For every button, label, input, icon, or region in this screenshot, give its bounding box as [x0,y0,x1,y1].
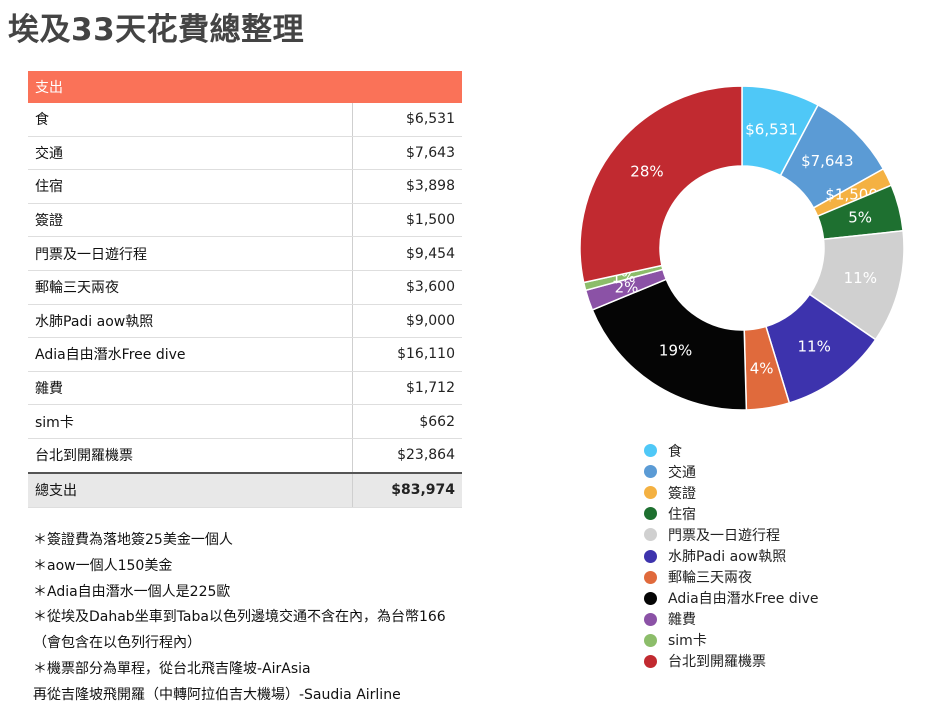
legend-label: 住宿 [668,506,696,523]
legend-item: Adia自由潛水Free dive [644,588,819,609]
legend-item: 水肺Padi aow執照 [644,545,819,566]
slice-label: $6,531 [745,121,798,139]
table-header-row: 支出 [28,71,462,103]
legend-label: 簽證 [668,485,696,502]
table-row: 雜費 $1,712 [28,371,462,406]
expense-label: 郵輪三天兩夜 [28,270,353,305]
expense-table: 支出 食 $6,531 交通 $7,643 住宿 $3,898 簽證 $1,500 門票及一日遊… [28,71,462,508]
table-row: 食 $6,531 [28,103,462,137]
note-line: ＊簽證費為落地簽25美金一個人 [33,532,233,548]
table-row: sim卡 $662 [28,404,462,439]
expense-label: 交通 [28,136,353,171]
legend-label: sim卡 [668,633,707,650]
expense-amount: $1,712 [352,371,462,406]
expense-amount: $3,898 [352,169,462,204]
legend-swatch [644,486,657,500]
slice-label: 5% [848,209,872,227]
page-title: 埃及33天花費總整理 [8,12,305,48]
note-line: ＊機票部分為單程，從台北飛吉隆坡-AirAsia [33,660,311,677]
expense-amount: $1,500 [352,203,462,238]
donut-slice [579,85,743,284]
donut-slice [591,278,748,411]
legend-item: 郵輪三天兩夜 [644,567,819,588]
expense-amount: $3,600 [352,270,462,305]
legend-swatch [644,570,657,584]
expense-label: 簽證 [28,203,353,238]
expense-label: 水肺Padi aow執照 [28,304,353,339]
total-label: 總支出 [28,471,353,508]
legend-swatch [644,654,657,668]
total-row: 總支出 $83,974 [28,471,462,508]
legend-swatch [644,612,657,626]
table-row: 台北到開羅機票 $23,864 [28,438,462,474]
slice-label: 2% [615,278,639,296]
expense-label: 台北到開羅機票 [28,438,353,474]
legend-item: sim卡 [644,630,819,651]
legend-swatch [644,444,657,458]
note-line: ＊Adia自由潛水一個人是225歐 [33,583,231,600]
legend-swatch [644,549,657,563]
expense-label: Adia自由潛水Free dive [28,337,353,372]
legend-swatch [644,465,657,479]
legend-label: 門票及一日遊行程 [668,527,780,544]
legend-item: 雜費 [644,609,819,630]
legend-item: 住宿 [644,503,819,524]
legend-item: 交通 [644,461,819,482]
table-row: 水肺Padi aow執照 $9,000 [28,304,462,339]
slice-label: 19% [659,341,692,359]
legend-label: 雜費 [668,612,696,629]
table-row: 住宿 $3,898 [28,169,462,204]
legend-item: 台北到開羅機票 [644,651,819,672]
legend-swatch [644,507,657,521]
expense-label: 食 [28,103,353,137]
legend-swatch [644,528,657,542]
expense-amount: $9,000 [352,304,462,339]
notes: ＊簽證費為落地簽25美金一個人 ＊aow一個人150美金 ＊Adia自由潛水一個人是… [33,528,483,709]
slice-label: 28% [630,162,663,180]
expense-label: sim卡 [28,404,353,439]
note-line: ＊aow一個人150美金 [33,557,173,574]
note-line: （會包含在以色列行程內） [33,635,201,652]
expense-label: 雜費 [28,371,353,406]
note-line: ＊從埃及Dahab坐車到Taba以色列邊境交通不含在內，為台幣166 [33,609,446,626]
total-amount: $83,974 [352,471,462,508]
expense-amount: $16,110 [352,337,462,372]
expense-amount: $7,643 [352,136,462,171]
expense-amount: $662 [352,404,462,439]
expense-label: 門票及一日遊行程 [28,236,353,271]
table-row: 簽證 $1,500 [28,203,462,238]
legend-swatch [644,633,657,647]
legend-item: 簽證 [644,482,819,503]
table-header: 支出 [28,71,462,103]
slice-label: 11% [798,337,831,355]
chart-legend: 食交通簽證住宿門票及一日遊行程 水肺Padi aow執照 郵輪三天兩夜 Adia自由潛… [644,440,819,672]
expense-label: 住宿 [28,169,353,204]
table-row: 郵輪三天兩夜 $3,600 [28,270,462,305]
slice-label: 11% [844,269,877,287]
legend-item: 門票及一日遊行程 [644,524,819,545]
legend-swatch [644,591,657,605]
legend-item: 食 [644,440,819,461]
table-row: Adia自由潛水Free dive $16,110 [28,337,462,372]
slice-label: $7,643 [801,152,854,170]
expense-amount: $9,454 [352,236,462,271]
legend-label: 台北到開羅機票 [668,654,766,671]
legend-label: 交通 [668,464,696,481]
note-line: 再從吉隆坡飛開羅（中轉阿拉伯吉大機場）-Saudia Airline [33,686,401,703]
table-row: 門票及一日遊行程 $9,454 [28,236,462,271]
legend-label: 郵輪三天兩夜 [668,570,752,587]
expense-amount: $23,864 [352,438,462,474]
legend-label: 水肺Padi aow執照 [668,549,787,566]
slice-label: 4% [750,359,774,377]
table-row: 交通 $7,643 [28,136,462,171]
expense-amount: $6,531 [352,103,462,137]
legend-label: Adia自由潛水Free dive [668,591,819,608]
legend-label: 食 [668,443,682,460]
